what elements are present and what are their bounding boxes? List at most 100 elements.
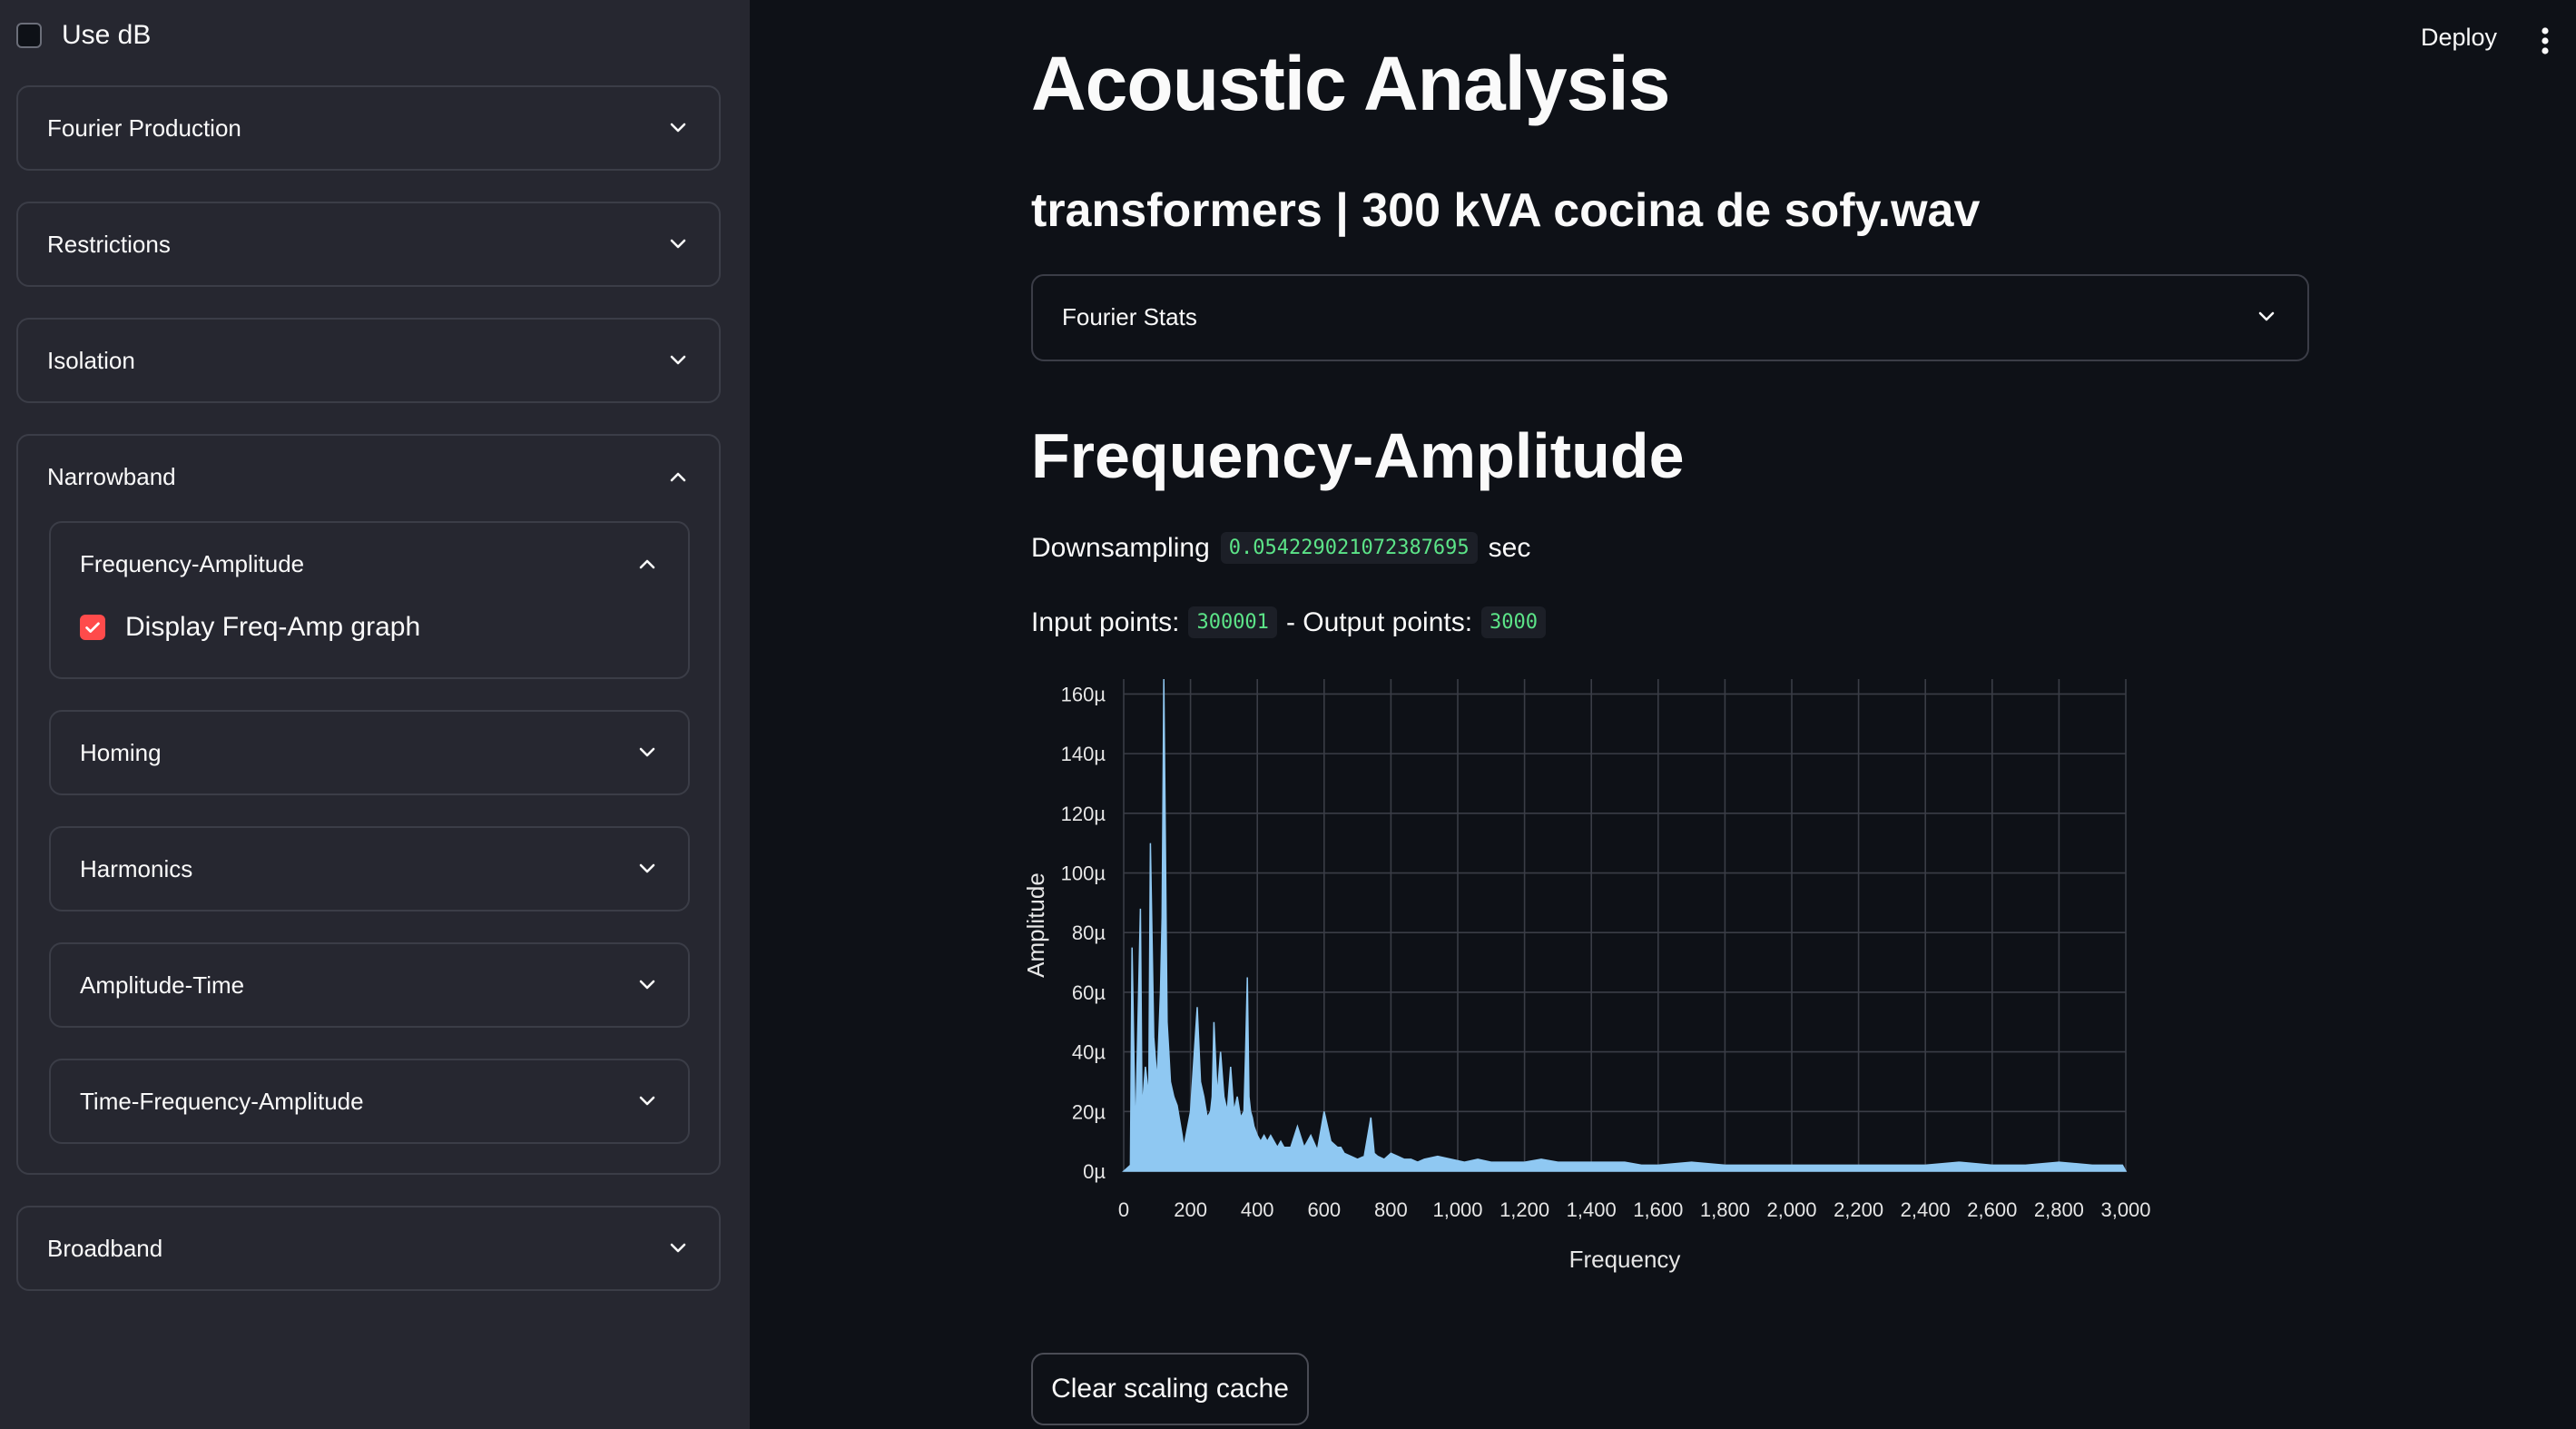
- output-points-value: 3000: [1481, 606, 1547, 638]
- expander-label: Amplitude-Time: [80, 971, 245, 999]
- expander-narrowband[interactable]: Narrowband Frequency-Amplitude Display F…: [16, 434, 721, 1175]
- series-area: [1122, 678, 2128, 1172]
- use-db-label: Use dB: [62, 20, 152, 50]
- x-axis-label: Frequency: [1569, 1246, 1681, 1273]
- deploy-button[interactable]: Deploy: [2420, 24, 2497, 51]
- x-tick-label: 1,600: [1633, 1198, 1683, 1221]
- expander-label: Fourier Stats: [1062, 302, 1197, 330]
- chevron-down-icon: [666, 232, 690, 256]
- y-tick-label: 140µ: [1061, 743, 1106, 765]
- expander-label: Time-Frequency-Amplitude: [80, 1087, 364, 1115]
- expander-label: Frequency-Amplitude: [80, 549, 305, 577]
- chevron-down-icon: [666, 1237, 690, 1260]
- y-tick-label: 160µ: [1061, 683, 1106, 705]
- use-db-checkbox-row[interactable]: Use dB: [16, 20, 151, 51]
- expander-homing[interactable]: Homing: [49, 710, 690, 795]
- expander-label: Fourier Production: [47, 113, 241, 142]
- expander-label: Broadband: [47, 1234, 163, 1262]
- y-tick-label: 0µ: [1083, 1160, 1106, 1183]
- input-points-label: Input points:: [1031, 606, 1180, 637]
- display-graph-label: Display Freq-Amp graph: [125, 612, 421, 642]
- chevron-down-icon: [666, 349, 690, 372]
- chevron-down-icon: [635, 973, 659, 997]
- x-axis-ticks: 0 200 400 600 800 1,000 1,200 1,400 1,600 1,800 2,…: [1118, 1198, 2151, 1221]
- y-tick-label: 40µ: [1072, 1041, 1106, 1064]
- x-tick-label: 2,200: [1834, 1198, 1883, 1221]
- chart-grid: [1123, 679, 2127, 1172]
- chevron-down-icon: [635, 1089, 659, 1113]
- file-heading: transformers | 300 kVA cocina de sofy.wa…: [1031, 184, 1981, 237]
- x-tick-label: 1,800: [1700, 1198, 1750, 1221]
- x-tick-label: 200: [1174, 1198, 1207, 1221]
- expander-header[interactable]: Isolation: [18, 320, 719, 401]
- y-tick-label: 20µ: [1072, 1100, 1106, 1123]
- expander-time-frequency-amplitude[interactable]: Time-Frequency-Amplitude: [49, 1059, 690, 1144]
- x-tick-label: 3,000: [2100, 1198, 2150, 1221]
- expander-header[interactable]: Fourier Stats: [1033, 276, 2307, 358]
- main-content: Deploy Acoustic Analysis transformers | …: [750, 0, 2576, 1429]
- y-tick-label: 80µ: [1072, 921, 1106, 944]
- downsampling-label: Downsampling: [1031, 532, 1210, 563]
- chevron-down-icon: [635, 741, 659, 764]
- x-tick-label: 600: [1307, 1198, 1341, 1221]
- expander-broadband[interactable]: Broadband: [16, 1206, 721, 1291]
- expander-fourier-stats[interactable]: Fourier Stats: [1031, 274, 2309, 361]
- chevron-up-icon: [666, 465, 690, 488]
- expander-header[interactable]: Narrowband: [18, 436, 719, 517]
- expander-label: Isolation: [47, 346, 135, 374]
- expander-header[interactable]: Fourier Production: [18, 87, 719, 169]
- checkmark-icon: [85, 622, 100, 633]
- expander-header[interactable]: Time-Frequency-Amplitude: [51, 1060, 688, 1142]
- downsampling-value: 0.054229021072387695: [1220, 532, 1478, 564]
- expander-header[interactable]: Restrictions: [18, 203, 719, 285]
- expander-harmonics[interactable]: Harmonics: [49, 826, 690, 912]
- display-graph-checkbox[interactable]: [80, 615, 105, 640]
- expander-restrictions[interactable]: Restrictions: [16, 202, 721, 287]
- expander-isolation[interactable]: Isolation: [16, 318, 721, 403]
- chevron-down-icon: [2255, 305, 2278, 329]
- use-db-checkbox[interactable]: [16, 23, 42, 48]
- kebab-menu-icon[interactable]: [2540, 25, 2551, 61]
- clear-scaling-cache-button[interactable]: Clear scaling cache: [1031, 1353, 1309, 1425]
- expander-label: Harmonics: [80, 854, 193, 882]
- x-tick-label: 2,600: [1967, 1198, 2017, 1221]
- expander-header[interactable]: Frequency-Amplitude: [51, 523, 688, 605]
- x-tick-label: 800: [1374, 1198, 1408, 1221]
- x-tick-label: 1,200: [1499, 1198, 1549, 1221]
- x-tick-label: 2,800: [2034, 1198, 2084, 1221]
- frequency-amplitude-chart[interactable]: 0 200 400 600 800 1,000 1,200 1,400 1,600 1,800 2,…: [1022, 663, 2184, 1289]
- downsampling-row: Downsampling 0.054229021072387695 sec: [1031, 532, 1530, 564]
- display-graph-checkbox-row[interactable]: Display Freq-Amp graph: [80, 612, 420, 643]
- expander-header[interactable]: Harmonics: [51, 828, 688, 910]
- expander-fourier-production[interactable]: Fourier Production: [16, 85, 721, 171]
- expander-frequency-amplitude[interactable]: Frequency-Amplitude Display Freq-Amp gra…: [49, 521, 690, 679]
- input-points-value: 300001: [1188, 606, 1277, 638]
- chevron-down-icon: [635, 857, 659, 881]
- y-axis-label: Amplitude: [1022, 872, 1049, 978]
- chevron-up-icon: [635, 552, 659, 576]
- sidebar: Use dB Fourier Production Restrictions I…: [0, 0, 750, 1429]
- downsampling-unit: sec: [1488, 532, 1531, 563]
- x-tick-label: 400: [1241, 1198, 1274, 1221]
- expander-header[interactable]: Amplitude-Time: [51, 944, 688, 1026]
- page-title: Acoustic Analysis: [1031, 41, 1670, 126]
- x-tick-label: 0: [1118, 1198, 1129, 1221]
- expander-header[interactable]: Homing: [51, 712, 688, 793]
- y-axis-ticks: 0µ 20µ 40µ 60µ 80µ 100µ 120µ 140µ 160µ: [1061, 683, 1106, 1183]
- points-row: Input points: 300001 - Output points: 30…: [1031, 606, 1547, 638]
- y-tick-label: 60µ: [1072, 981, 1106, 1004]
- expander-label: Homing: [80, 738, 162, 766]
- x-tick-label: 1,400: [1567, 1198, 1617, 1221]
- output-points-label: - Output points:: [1285, 606, 1473, 637]
- y-tick-label: 120µ: [1061, 803, 1106, 825]
- expander-label: Narrowband: [47, 462, 176, 490]
- x-tick-label: 1,000: [1432, 1198, 1482, 1221]
- expander-header[interactable]: Broadband: [18, 1207, 719, 1289]
- x-tick-label: 2,400: [1901, 1198, 1951, 1221]
- chevron-down-icon: [666, 116, 690, 140]
- section-heading: Frequency-Amplitude: [1031, 420, 1685, 491]
- expander-label: Restrictions: [47, 230, 171, 258]
- y-tick-label: 100µ: [1061, 862, 1106, 885]
- x-tick-label: 2,000: [1766, 1198, 1816, 1221]
- expander-amplitude-time[interactable]: Amplitude-Time: [49, 942, 690, 1028]
